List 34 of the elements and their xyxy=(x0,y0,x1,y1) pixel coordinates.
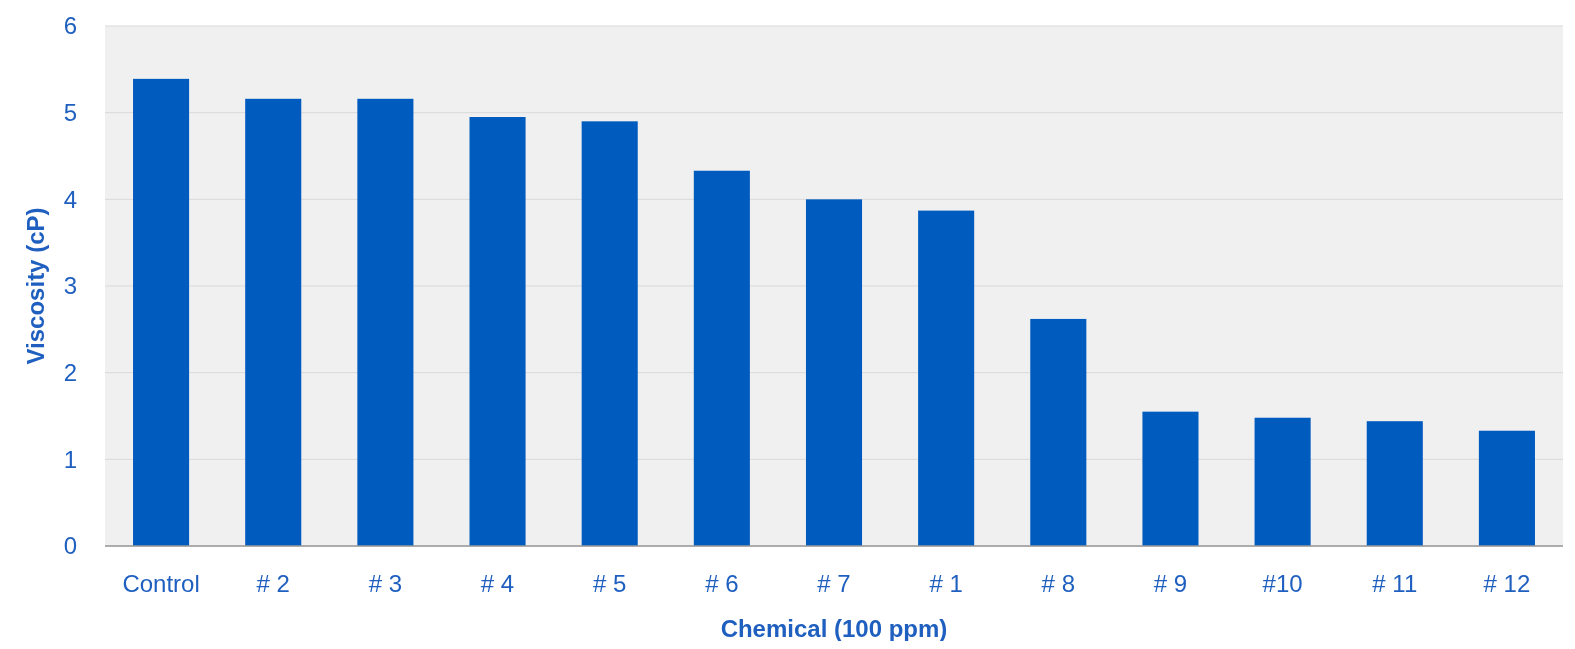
x-tick-label: # 2 xyxy=(256,570,290,597)
x-tick-label: # 8 xyxy=(1041,570,1075,597)
y-tick-label: 5 xyxy=(63,99,77,127)
x-tick-label: # 4 xyxy=(480,570,515,597)
y-tick-label: 2 xyxy=(63,359,77,387)
y-tick-label: 1 xyxy=(63,445,77,473)
y-tick-label: 0 xyxy=(63,532,77,560)
x-tick-label: # 6 xyxy=(705,570,739,597)
x-tick-label: Control xyxy=(122,570,200,597)
x-tick-label: # 11 xyxy=(1372,570,1418,597)
bar xyxy=(918,210,975,546)
bar xyxy=(357,98,414,546)
x-tick-label: # 7 xyxy=(817,570,851,597)
x-tick-label: # 9 xyxy=(1153,570,1188,597)
x-tick-label: # 3 xyxy=(368,570,403,597)
x-tick-label: #10 xyxy=(1262,570,1303,597)
bar xyxy=(469,117,526,546)
x-tick-label: # 12 xyxy=(1483,570,1531,597)
bar xyxy=(693,170,750,546)
x-tick-label: # 1 xyxy=(929,570,963,597)
bar xyxy=(1366,421,1423,546)
bar xyxy=(581,121,638,546)
bar xyxy=(1030,318,1087,546)
y-tick-label: 3 xyxy=(63,272,77,300)
x-tick-label: # 5 xyxy=(593,570,627,597)
bar xyxy=(805,199,863,546)
bar xyxy=(133,78,190,546)
y-tick-label: 6 xyxy=(63,12,77,40)
bar xyxy=(1142,411,1199,546)
bar xyxy=(1478,430,1535,546)
bar xyxy=(1254,417,1311,546)
y-tick-label: 4 xyxy=(63,185,77,213)
y-axis-title: Viscosity (cP) xyxy=(22,207,49,365)
bar xyxy=(245,98,302,546)
